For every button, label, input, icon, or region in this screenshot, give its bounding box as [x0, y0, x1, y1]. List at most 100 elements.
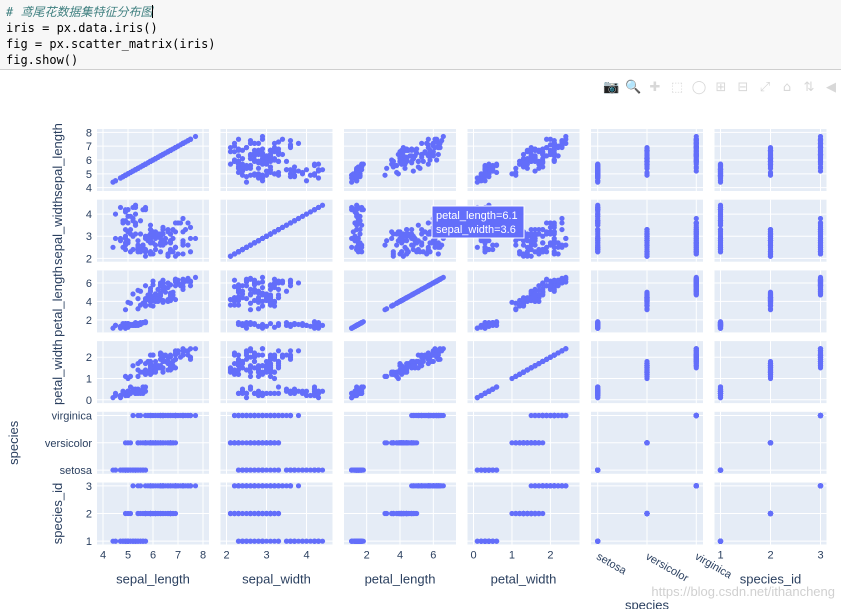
data-point: [551, 251, 557, 257]
data-point: [142, 303, 149, 309]
data-point: [125, 207, 131, 213]
data-point: [419, 412, 425, 419]
data-point: [235, 165, 242, 171]
data-point: [235, 153, 242, 159]
data-point: [717, 178, 724, 184]
spike-lines-icon[interactable]: ⇅: [803, 80, 815, 95]
data-point: [160, 483, 166, 489]
data-point: [595, 322, 601, 328]
home-icon[interactable]: ⌂: [782, 80, 792, 95]
data-point: [255, 147, 262, 153]
data-point: [482, 322, 488, 328]
data-point: [157, 440, 164, 446]
data-point: [419, 354, 425, 360]
data-point: [352, 220, 358, 226]
data-point: [767, 169, 774, 176]
data-point: [817, 412, 824, 419]
data-point: [693, 240, 699, 246]
data-point: [127, 390, 134, 396]
data-point: [817, 151, 824, 158]
matrix-cell-species-vs-species: [591, 411, 703, 474]
data-point: [271, 171, 278, 177]
data-point: [419, 151, 425, 158]
data-point: [532, 168, 538, 174]
code-cell[interactable]: # 鸢尾花数据集特征分布图 iris = px.data.iris() fig …: [0, 0, 841, 70]
data-point: [251, 412, 258, 419]
data-point: [295, 140, 302, 146]
data-point: [817, 240, 824, 246]
data-point: [267, 283, 274, 289]
data-point: [187, 224, 194, 230]
autoscale-icon[interactable]: ⤢: [759, 80, 771, 95]
data-point: [135, 306, 141, 312]
data-point: [275, 384, 282, 390]
data-point: [299, 322, 306, 328]
data-point: [405, 249, 411, 255]
lasso-icon[interactable]: ◯: [691, 80, 707, 95]
data-point: [135, 390, 141, 396]
data-point: [135, 238, 141, 244]
data-point: [239, 291, 246, 297]
data-point: [303, 178, 310, 184]
data-point: [425, 161, 431, 167]
data-point: [235, 136, 242, 142]
data-point: [693, 138, 699, 144]
data-point: [130, 291, 136, 297]
data-point: [275, 286, 282, 293]
data-point: [528, 158, 534, 164]
data-point: [150, 483, 156, 489]
data-point: [390, 249, 396, 255]
data-point: [524, 253, 530, 259]
data-point: [271, 140, 278, 146]
data-point: [157, 235, 164, 242]
data-point: [551, 412, 557, 419]
data-point: [551, 157, 557, 163]
data-point: [287, 138, 294, 144]
data-point: [513, 440, 519, 446]
data-point: [440, 133, 446, 140]
data-point: [520, 296, 527, 303]
data-point: [405, 363, 411, 369]
data-point: [130, 363, 136, 369]
data-point: [267, 320, 274, 327]
data-point: [717, 467, 724, 473]
data-point: [255, 238, 262, 244]
zoom-in-icon[interactable]: ⊞: [715, 80, 727, 95]
data-point: [135, 249, 141, 255]
data-point: [543, 412, 550, 419]
scatter-matrix-plot[interactable]: 45678sepal_length234sepal_width246petal_…: [0, 100, 841, 609]
pan-icon[interactable]: ✚: [649, 80, 661, 95]
data-point: [384, 165, 390, 171]
data-point: [311, 386, 318, 392]
data-point: [528, 238, 534, 244]
data-point: [540, 233, 546, 239]
data-point: [478, 238, 484, 244]
data-point: [717, 169, 724, 176]
data-point: [247, 307, 254, 313]
data-point: [177, 142, 184, 148]
data-point: [434, 412, 440, 419]
hover-closest-icon[interactable]: ◀: [826, 80, 836, 95]
data-point: [349, 244, 355, 250]
box-select-icon[interactable]: ⬚: [670, 80, 684, 95]
data-point: [817, 168, 824, 174]
data-point: [559, 226, 565, 233]
data-point: [311, 207, 318, 213]
data-point: [135, 483, 141, 489]
zoom-out-icon[interactable]: ⊟: [737, 80, 749, 95]
data-point: [767, 147, 774, 153]
data-point: [390, 231, 396, 237]
data-point: [112, 467, 119, 473]
data-point: [243, 165, 250, 171]
zoom-icon[interactable]: 🔍: [625, 80, 642, 95]
data-point: [279, 352, 286, 358]
data-point: [160, 242, 166, 248]
data-point: [227, 161, 234, 167]
data-point: [644, 440, 650, 446]
data-point: [520, 253, 527, 259]
data-point: [384, 238, 390, 244]
data-point: [259, 136, 266, 142]
data-point: [410, 246, 416, 253]
camera-icon[interactable]: 📷: [603, 80, 620, 95]
data-point: [135, 287, 141, 293]
